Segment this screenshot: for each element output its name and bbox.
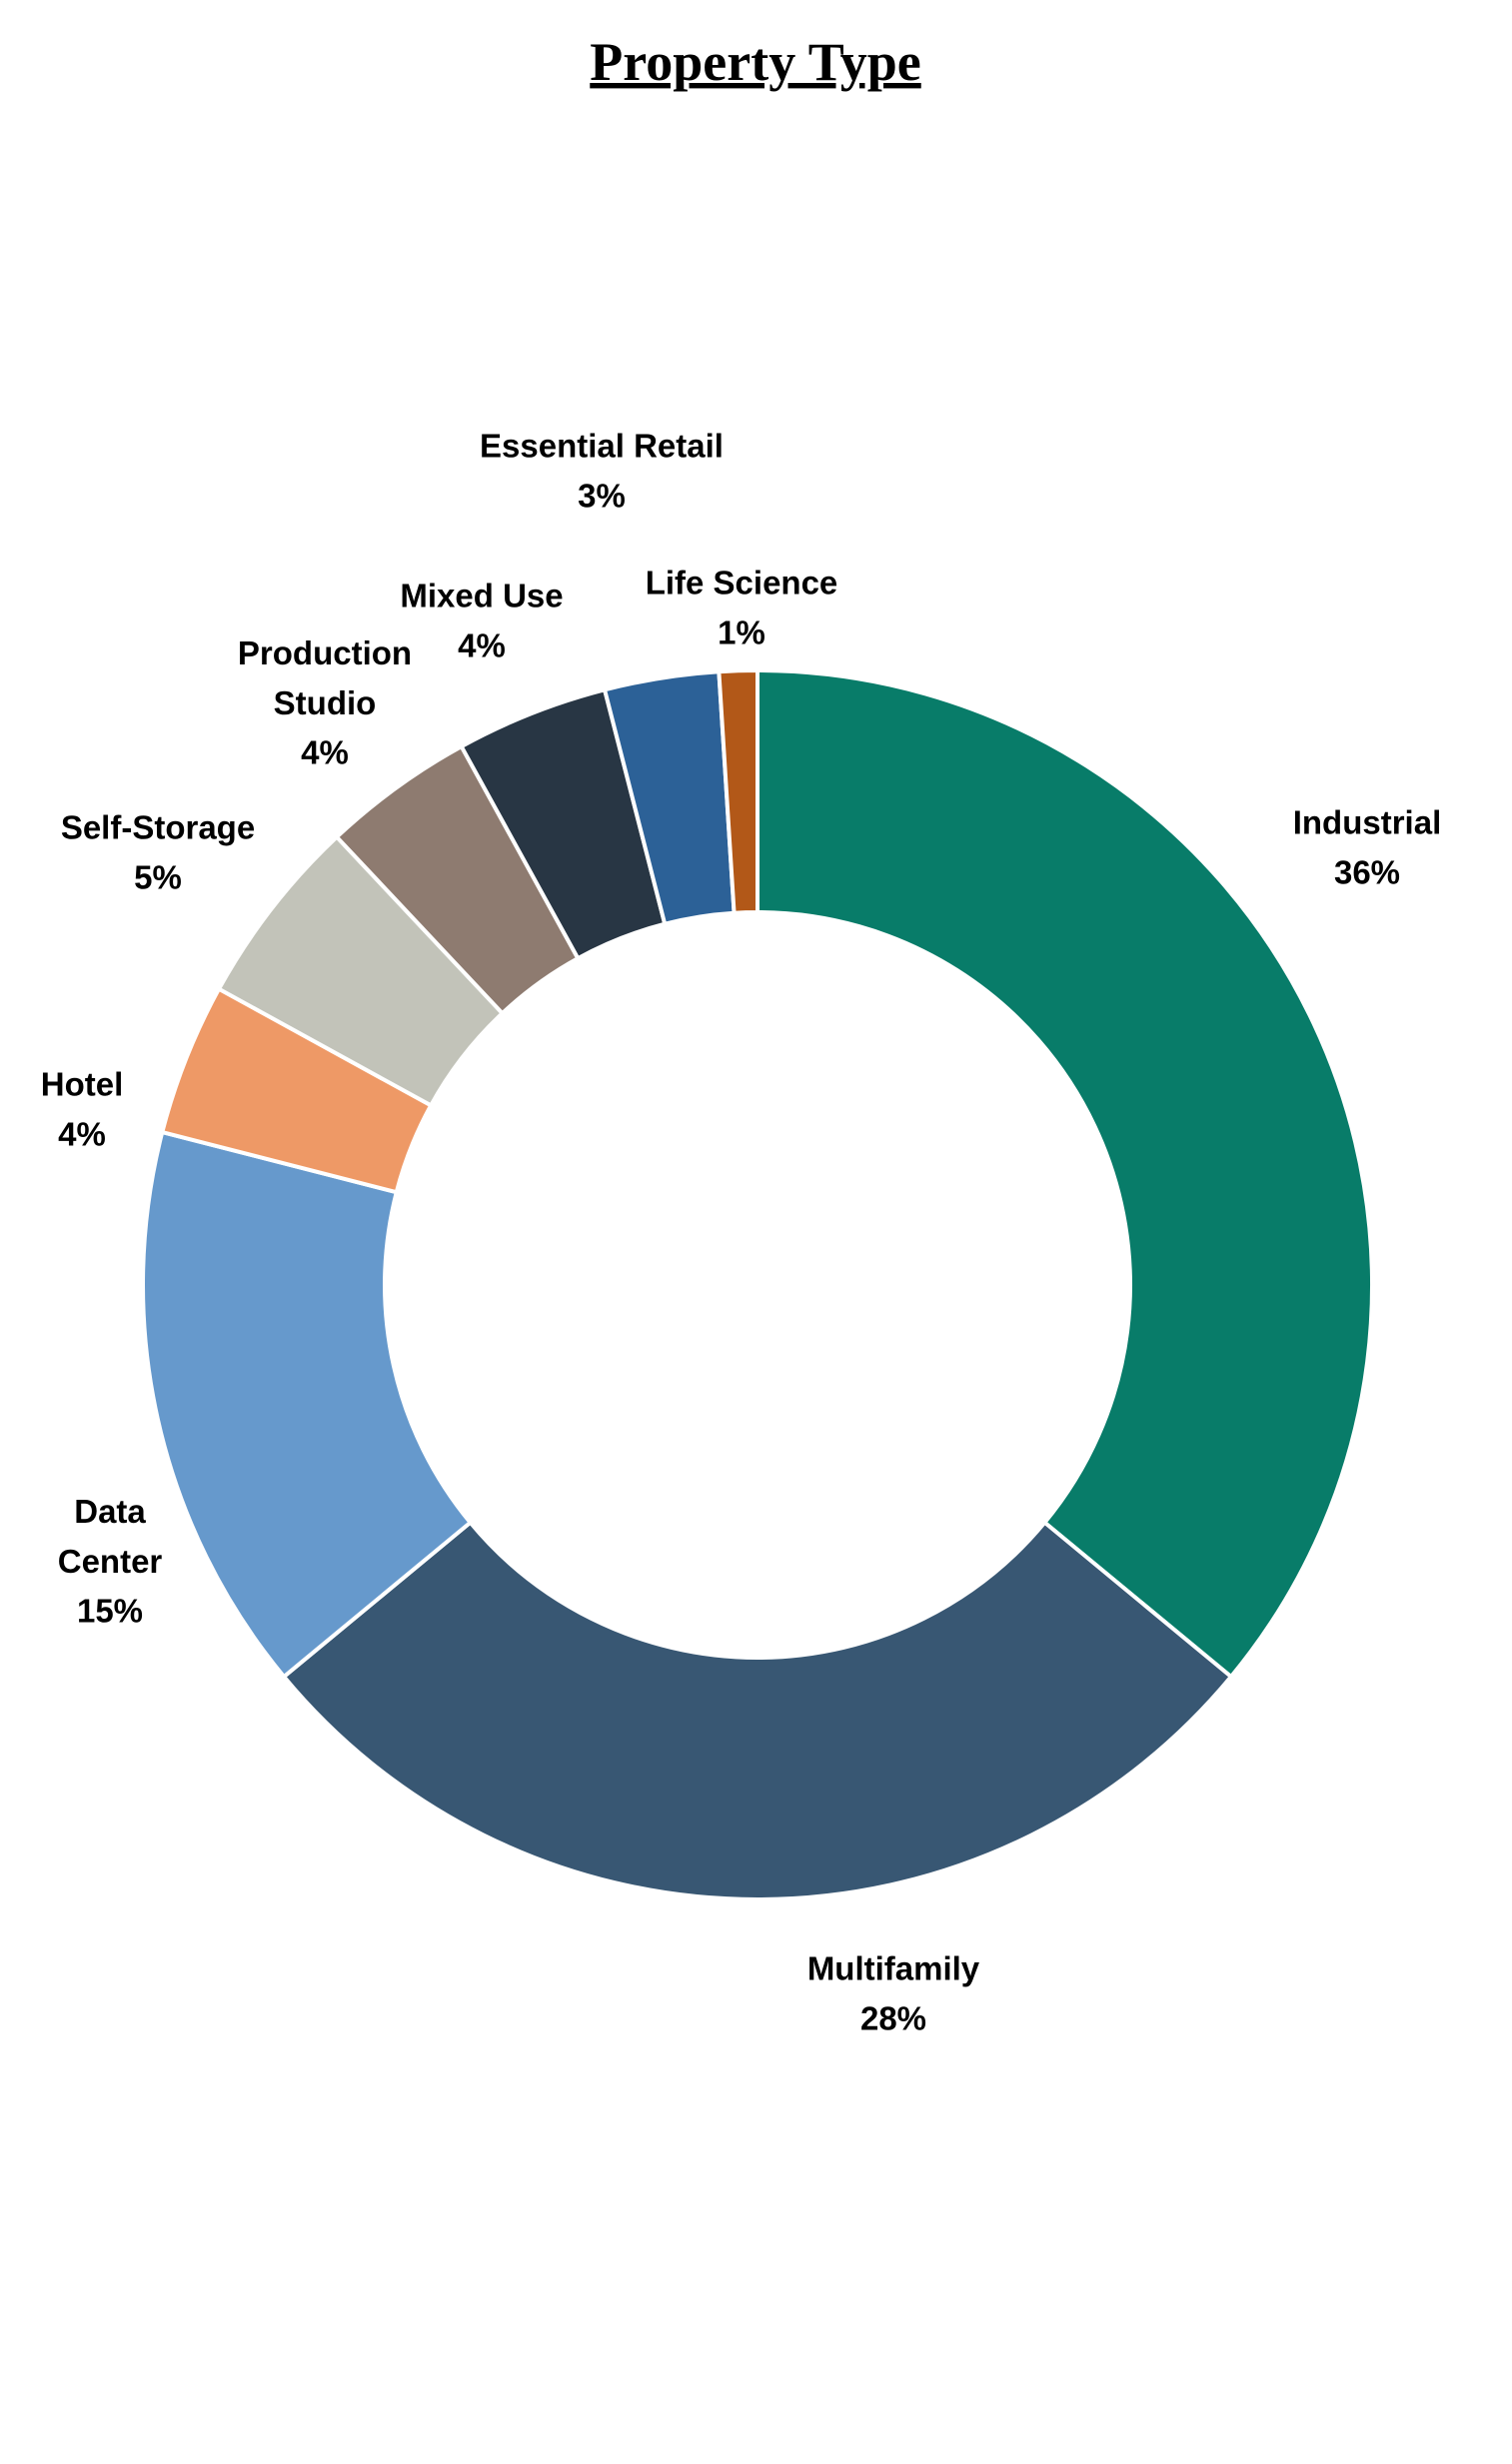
donut-slice — [717, 667, 759, 915]
slice-value-label: 4% — [58, 1116, 106, 1153]
slice-label: Multifamily — [807, 1950, 980, 1987]
slice-label: Industrial — [1293, 804, 1442, 841]
slice-value-label: 3% — [578, 478, 626, 515]
slice-value-label: 36% — [1334, 854, 1400, 891]
slice-label: Self-Storage — [61, 809, 255, 846]
slice-label: Data Center — [58, 1493, 163, 1580]
slice-label: Production Studio — [238, 634, 412, 721]
slice-label: Life Science — [646, 565, 838, 602]
donut-slice — [141, 1129, 474, 1680]
slice-value-label: 4% — [301, 734, 349, 771]
slice-label: Mixed Use — [400, 578, 563, 615]
donut-slice — [281, 1519, 1234, 1901]
slice-value-label: 1% — [718, 615, 765, 651]
slice-value-label: 15% — [77, 1593, 143, 1630]
slice-value-label: 5% — [134, 859, 182, 896]
donut-slice — [756, 667, 1374, 1680]
slice-value-label: 4% — [458, 627, 506, 664]
slice-value-label: 28% — [860, 2000, 926, 2037]
slice-label: Essential Retail — [480, 428, 724, 465]
slice-label: Hotel — [41, 1066, 124, 1103]
chart-title: Property Type — [590, 32, 920, 92]
